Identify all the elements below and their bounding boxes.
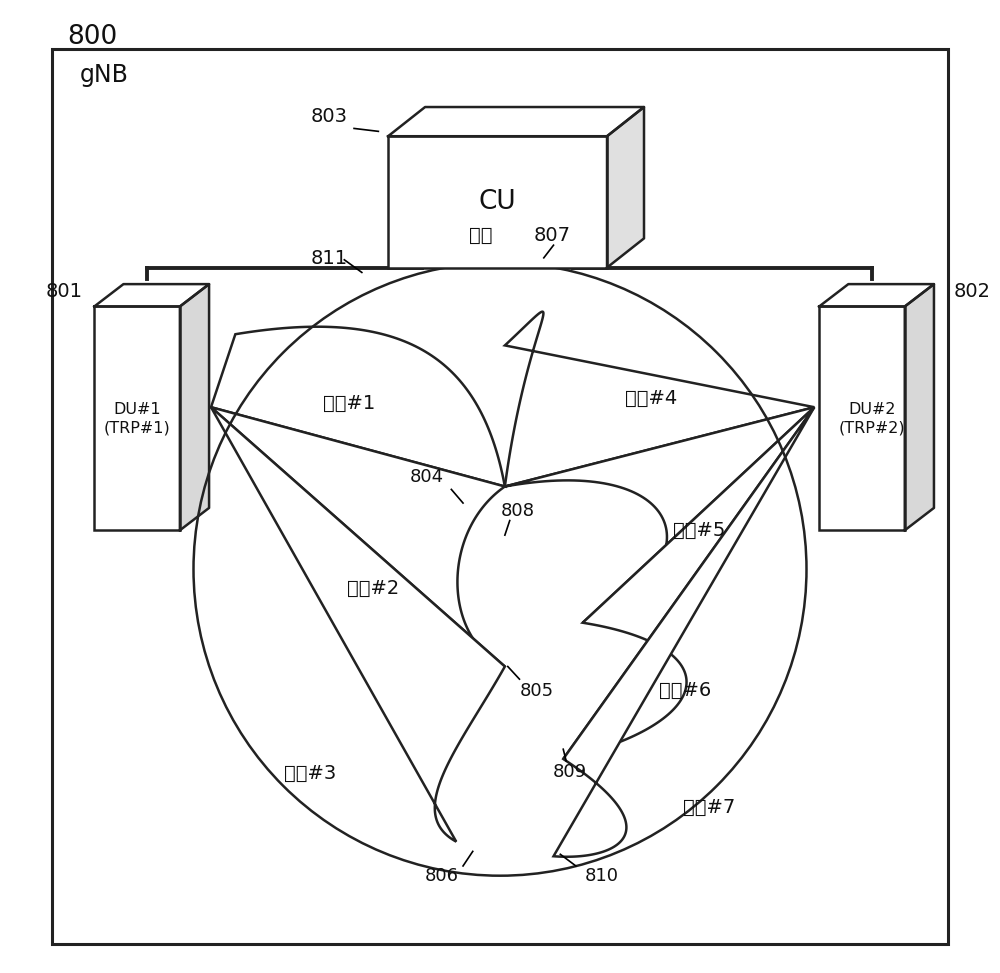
Text: 波束#3: 波束#3: [284, 764, 336, 783]
Text: DU#1
(TRP#1): DU#1 (TRP#1): [104, 402, 170, 435]
Polygon shape: [211, 407, 505, 667]
Polygon shape: [554, 407, 814, 857]
Text: 807: 807: [534, 226, 571, 245]
Polygon shape: [211, 407, 505, 842]
Text: 小区: 小区: [469, 226, 492, 245]
Text: 810: 810: [585, 867, 619, 884]
Text: 803: 803: [310, 107, 347, 126]
Text: 波束#6: 波束#6: [659, 681, 711, 701]
Polygon shape: [505, 407, 814, 623]
Polygon shape: [505, 311, 814, 486]
Polygon shape: [819, 284, 934, 306]
Text: 波束#7: 波束#7: [683, 798, 735, 817]
Text: 波束#1: 波束#1: [323, 394, 375, 414]
Polygon shape: [563, 407, 814, 759]
FancyBboxPatch shape: [94, 306, 180, 530]
Text: 805: 805: [520, 682, 554, 700]
FancyBboxPatch shape: [52, 49, 948, 944]
Polygon shape: [94, 284, 209, 306]
Text: 806: 806: [425, 867, 459, 884]
Text: 800: 800: [67, 24, 117, 51]
Polygon shape: [905, 284, 934, 530]
Polygon shape: [180, 284, 209, 530]
Polygon shape: [388, 107, 644, 136]
Text: 波束#4: 波束#4: [625, 389, 677, 409]
Text: 808: 808: [501, 502, 535, 520]
Text: DU#2
(TRP#2): DU#2 (TRP#2): [838, 402, 905, 435]
FancyBboxPatch shape: [388, 136, 607, 268]
Text: 802: 802: [953, 282, 990, 301]
Text: 波束#5: 波束#5: [673, 521, 726, 540]
Polygon shape: [607, 107, 644, 268]
Text: CU: CU: [479, 189, 516, 215]
Text: 801: 801: [46, 282, 83, 301]
Text: 811: 811: [310, 248, 347, 268]
FancyBboxPatch shape: [819, 306, 905, 530]
Text: 波束#2: 波束#2: [347, 579, 400, 598]
Polygon shape: [211, 327, 505, 486]
Text: 804: 804: [410, 468, 444, 486]
Text: 809: 809: [553, 763, 587, 780]
Text: gNB: gNB: [80, 63, 129, 88]
